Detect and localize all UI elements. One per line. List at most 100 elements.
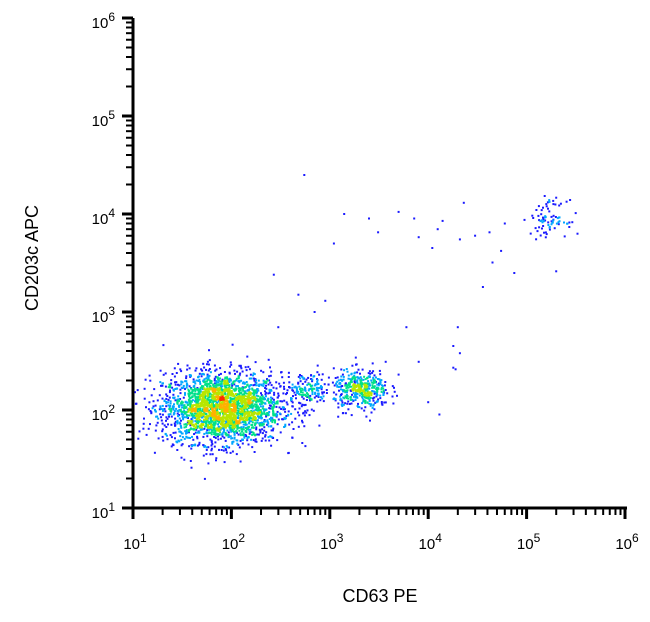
event-point <box>208 428 211 431</box>
event-point <box>365 396 368 399</box>
event-point <box>264 435 267 438</box>
event-point <box>548 228 551 231</box>
event-point <box>269 381 272 384</box>
x-axis-label: CD63 PE <box>342 586 417 606</box>
event-point <box>347 397 350 400</box>
event-point <box>503 222 506 225</box>
event-point <box>305 411 308 414</box>
event-point <box>380 387 383 389</box>
event-point <box>376 393 378 396</box>
event-point <box>172 393 175 396</box>
event-point <box>165 426 168 428</box>
event-point <box>265 387 268 390</box>
event-point <box>356 381 359 384</box>
event-point <box>176 398 179 401</box>
event-point <box>202 421 205 423</box>
event-point <box>205 408 208 411</box>
event-point <box>197 421 200 424</box>
event-point <box>275 381 278 384</box>
event-point <box>161 397 164 400</box>
event-point <box>337 379 340 382</box>
event-point <box>233 380 236 383</box>
event-point <box>267 399 270 402</box>
event-point <box>368 370 371 373</box>
event-point <box>208 404 211 407</box>
event-point <box>361 397 364 400</box>
event-point <box>247 428 250 431</box>
event-point <box>249 373 252 376</box>
event-point <box>156 421 159 424</box>
event-point <box>221 391 224 394</box>
event-point <box>547 221 550 224</box>
event-point <box>244 401 247 404</box>
event-point <box>203 387 206 390</box>
event-point <box>373 385 376 388</box>
event-point <box>254 383 256 386</box>
event-point <box>231 417 234 420</box>
event-point <box>244 420 246 423</box>
event-point <box>211 453 214 456</box>
event-point <box>215 381 218 384</box>
event-point <box>211 397 214 400</box>
event-point <box>237 399 240 402</box>
event-point <box>217 383 220 386</box>
event-point <box>177 410 180 413</box>
event-point <box>257 409 260 412</box>
event-point <box>204 389 207 391</box>
event-point <box>291 386 294 389</box>
event-point <box>358 389 361 392</box>
event-point <box>305 395 308 397</box>
event-point <box>308 396 311 399</box>
event-point <box>230 382 233 385</box>
event-point <box>224 403 227 406</box>
event-point <box>155 424 158 427</box>
event-point <box>319 399 322 402</box>
event-point <box>372 397 374 400</box>
event-point <box>554 203 557 206</box>
event-point <box>237 377 240 379</box>
event-point <box>220 449 223 451</box>
event-point <box>225 399 228 402</box>
event-point <box>178 399 180 402</box>
event-point <box>184 430 187 433</box>
event-point <box>237 375 240 378</box>
event-point <box>177 439 180 442</box>
event-point <box>270 417 273 420</box>
event-point <box>269 435 272 438</box>
event-point <box>290 400 293 403</box>
event-point <box>481 286 484 288</box>
y-tick-label: 105 <box>92 108 116 130</box>
event-point <box>267 392 270 395</box>
event-point <box>544 216 547 219</box>
event-point <box>255 428 258 431</box>
event-point <box>180 404 183 407</box>
event-point <box>223 446 225 449</box>
event-point <box>220 402 223 405</box>
event-point <box>231 428 234 431</box>
event-point <box>163 408 166 410</box>
event-point <box>179 368 182 371</box>
event-point <box>186 408 189 411</box>
event-point <box>301 382 304 385</box>
event-point <box>248 391 251 394</box>
event-point <box>189 408 192 411</box>
event-point <box>198 416 201 419</box>
event-point <box>340 399 343 402</box>
event-point <box>537 205 540 208</box>
event-point <box>181 381 184 384</box>
event-point <box>216 406 219 409</box>
event-point <box>189 402 192 405</box>
event-point <box>354 385 357 388</box>
event-point <box>188 374 191 376</box>
event-point <box>276 414 279 417</box>
event-point <box>239 432 242 435</box>
event-point <box>182 396 185 399</box>
event-point <box>372 382 375 385</box>
event-point <box>228 378 231 381</box>
event-point <box>283 399 286 402</box>
event-point <box>212 404 215 407</box>
event-point <box>190 421 193 424</box>
event-point <box>351 393 353 396</box>
event-point <box>347 377 350 380</box>
event-point <box>152 405 155 408</box>
